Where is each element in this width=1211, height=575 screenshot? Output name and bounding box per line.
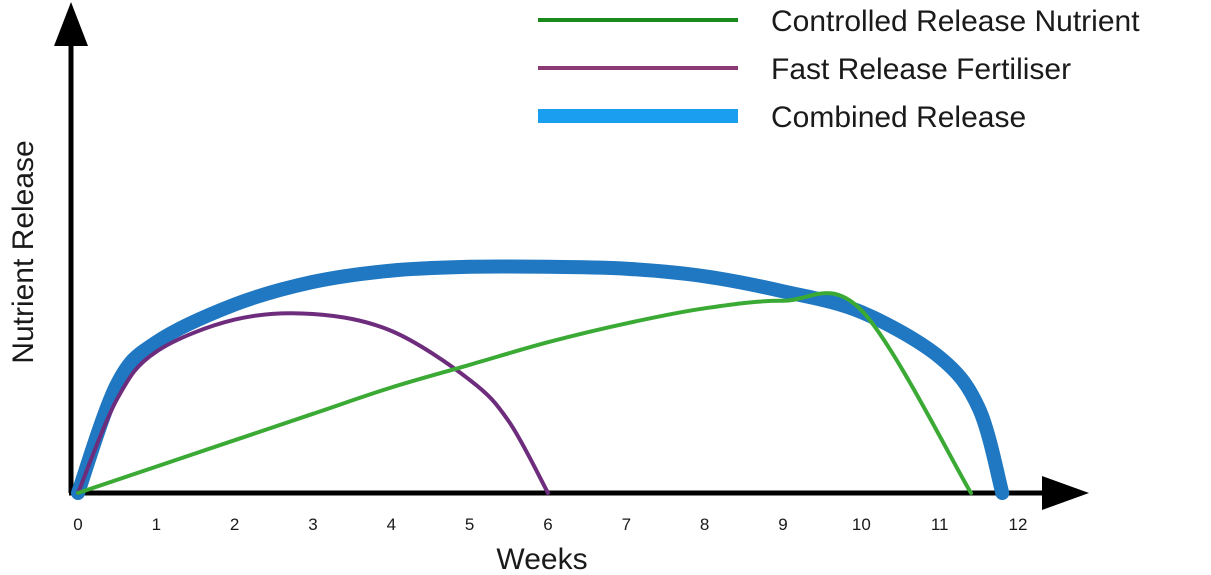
x-tick-labels: 0 1 2 3 4 5 6 7 8 9 10 11 12 [73, 515, 1027, 534]
axes [54, 2, 1089, 510]
x-tick-label-12: 12 [1009, 515, 1028, 534]
x-tick-label-3: 3 [308, 515, 317, 534]
x-axis-arrowhead [1042, 476, 1089, 510]
y-axis-title: Nutrient Release [7, 140, 40, 363]
x-tick-label-10: 10 [852, 515, 871, 534]
series-line-controlled-release-nutrient [76, 291, 973, 495]
x-tick-label-4: 4 [387, 515, 396, 534]
x-tick-label-11: 11 [931, 515, 949, 534]
legend-label-combined-release: Combined Release [771, 101, 1026, 134]
y-axis-arrowhead [54, 2, 88, 46]
x-tick-label-0: 0 [73, 515, 82, 534]
x-tick-label-5: 5 [465, 515, 474, 534]
x-tick-label-7: 7 [622, 515, 631, 534]
series-layer [71, 259, 1010, 500]
x-tick-label-2: 2 [230, 515, 239, 534]
series-line-fast-release-fertiliser [76, 311, 550, 495]
legend-label-fast-release: Fast Release Fertiliser [771, 53, 1071, 86]
x-tick-label-9: 9 [778, 515, 787, 534]
legend-label-controlled-release: Controlled Release Nutrient [771, 5, 1140, 38]
series-line-combined-release [71, 259, 1010, 500]
x-tick-label-8: 8 [700, 515, 709, 534]
x-tick-label-6: 6 [543, 515, 552, 534]
x-axis-title: Weeks [496, 543, 587, 575]
legend: Controlled Release Nutrient Fast Release… [538, 5, 1140, 134]
x-tick-label-1: 1 [152, 515, 161, 534]
